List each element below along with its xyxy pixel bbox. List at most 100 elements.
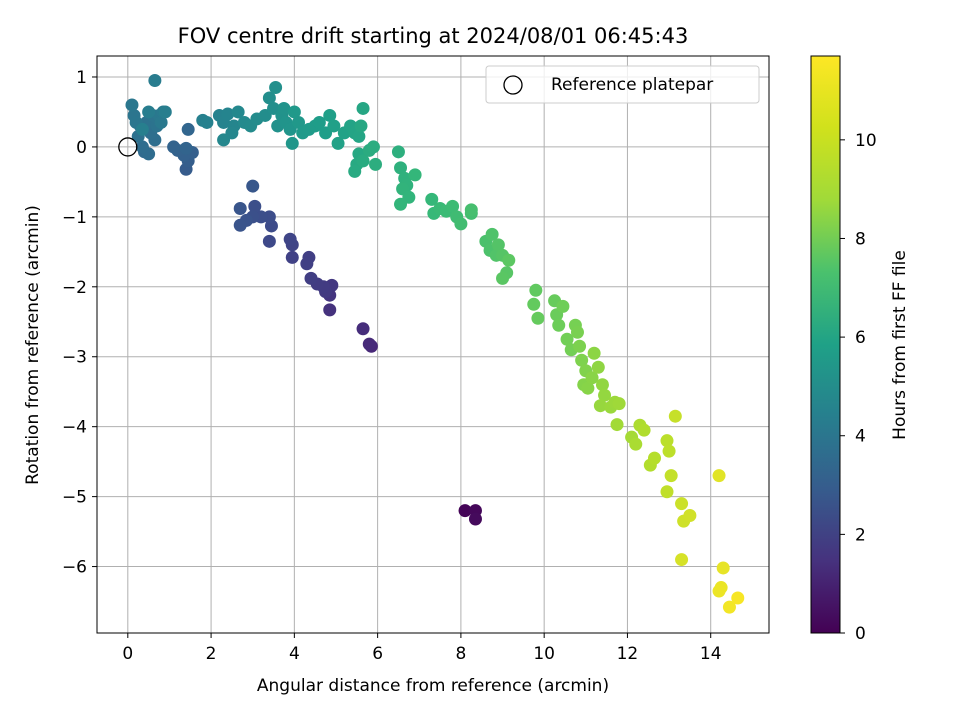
data-point [394, 197, 408, 211]
data-point [323, 303, 337, 317]
data-point [529, 283, 543, 297]
data-point [167, 140, 181, 154]
data-point [629, 437, 643, 451]
plot-frame [96, 55, 770, 634]
data-point [648, 451, 662, 465]
data-point [362, 337, 376, 351]
data-point [366, 140, 380, 154]
data-point [491, 238, 505, 252]
colorbar-tick-label: 4 [855, 427, 866, 447]
data-point [269, 80, 283, 94]
data-point [637, 423, 651, 437]
data-point [527, 297, 541, 311]
data-point [356, 154, 370, 168]
data-point [408, 168, 422, 182]
data-point [142, 105, 156, 119]
colorbar-tick-label: 2 [855, 525, 866, 545]
colorbar-tick-label: 0 [855, 624, 866, 644]
y-axis-label: Rotation from reference (arcmin) [23, 205, 43, 485]
data-point [716, 561, 730, 575]
data-point [181, 122, 195, 136]
data-point [356, 322, 370, 336]
data-point [354, 119, 368, 133]
data-point [573, 339, 587, 353]
data-point [200, 115, 214, 129]
data-point [231, 105, 245, 119]
data-point [575, 353, 589, 367]
data-point [283, 232, 297, 246]
data-point [731, 591, 745, 605]
data-point [394, 161, 408, 175]
data-point [560, 332, 574, 346]
data-point [595, 378, 609, 392]
data-point [675, 497, 689, 511]
legend-box [485, 65, 760, 104]
data-point [135, 140, 149, 154]
data-point [285, 250, 299, 264]
data-point [502, 253, 516, 267]
colorbar-label: Hours from first FF file [890, 250, 910, 440]
data-point [217, 133, 231, 147]
data-point [660, 485, 674, 499]
data-point [248, 199, 262, 213]
data-point [458, 504, 472, 518]
data-point [587, 346, 601, 360]
data-point [233, 218, 247, 232]
data-point [327, 119, 341, 133]
data-point [610, 418, 624, 432]
data-point [585, 371, 599, 385]
colorbar-ticks: 0 2 4 6 8 10 [840, 131, 877, 644]
data-point [292, 115, 306, 129]
legend: Reference platepar [485, 65, 760, 104]
data-point [454, 217, 468, 231]
data-point [356, 101, 370, 115]
data-point [660, 434, 674, 448]
legend-marker-reference [503, 75, 523, 95]
data-point [262, 91, 276, 105]
x-tick-label: 10 [533, 644, 555, 664]
data-point [304, 271, 318, 285]
data-point [391, 145, 405, 159]
data-point [496, 271, 510, 285]
x-tick-label: 2 [206, 644, 217, 664]
colorbar: 0 2 4 6 8 10 Hours from first FF file [810, 55, 910, 644]
data-point [352, 129, 366, 143]
data-point [668, 409, 682, 423]
data-point [683, 509, 697, 523]
data-point [262, 234, 276, 248]
data-point [556, 299, 570, 313]
data-point [598, 388, 612, 402]
data-point [425, 192, 439, 206]
chart-title: FOV centre drift starting at 2024/08/01 … [178, 24, 689, 48]
x-tick-label: 6 [372, 644, 383, 664]
colorbar-gradient [810, 55, 841, 634]
x-tick-label: 12 [617, 644, 639, 664]
data-point [552, 318, 566, 332]
y-tick-label: −6 [62, 558, 87, 578]
y-axis-ticks: 1 0 −1 −2 −3 −4 −5 −6 [62, 68, 97, 578]
data-point [323, 108, 337, 122]
data-point [662, 444, 676, 458]
x-tick-label: 8 [455, 644, 466, 664]
x-axis-label: Angular distance from reference (arcmin) [257, 676, 609, 696]
data-point [446, 199, 460, 213]
x-tick-label: 0 [122, 644, 133, 664]
data-point [712, 469, 726, 483]
x-tick-label: 4 [289, 644, 300, 664]
data-point [285, 136, 299, 150]
data-point [148, 73, 162, 87]
data-point [348, 164, 362, 178]
data-point [581, 381, 595, 395]
data-point [531, 311, 545, 325]
data-point [712, 584, 726, 598]
y-tick-label: −1 [62, 208, 87, 228]
y-tick-label: 1 [76, 68, 87, 88]
data-point [570, 325, 584, 339]
data-point [179, 141, 193, 155]
grid-lines [97, 56, 769, 633]
data-point [591, 360, 605, 374]
colorbar-tick-label: 8 [855, 229, 866, 249]
y-tick-label: 0 [76, 138, 87, 158]
data-point [312, 115, 326, 129]
